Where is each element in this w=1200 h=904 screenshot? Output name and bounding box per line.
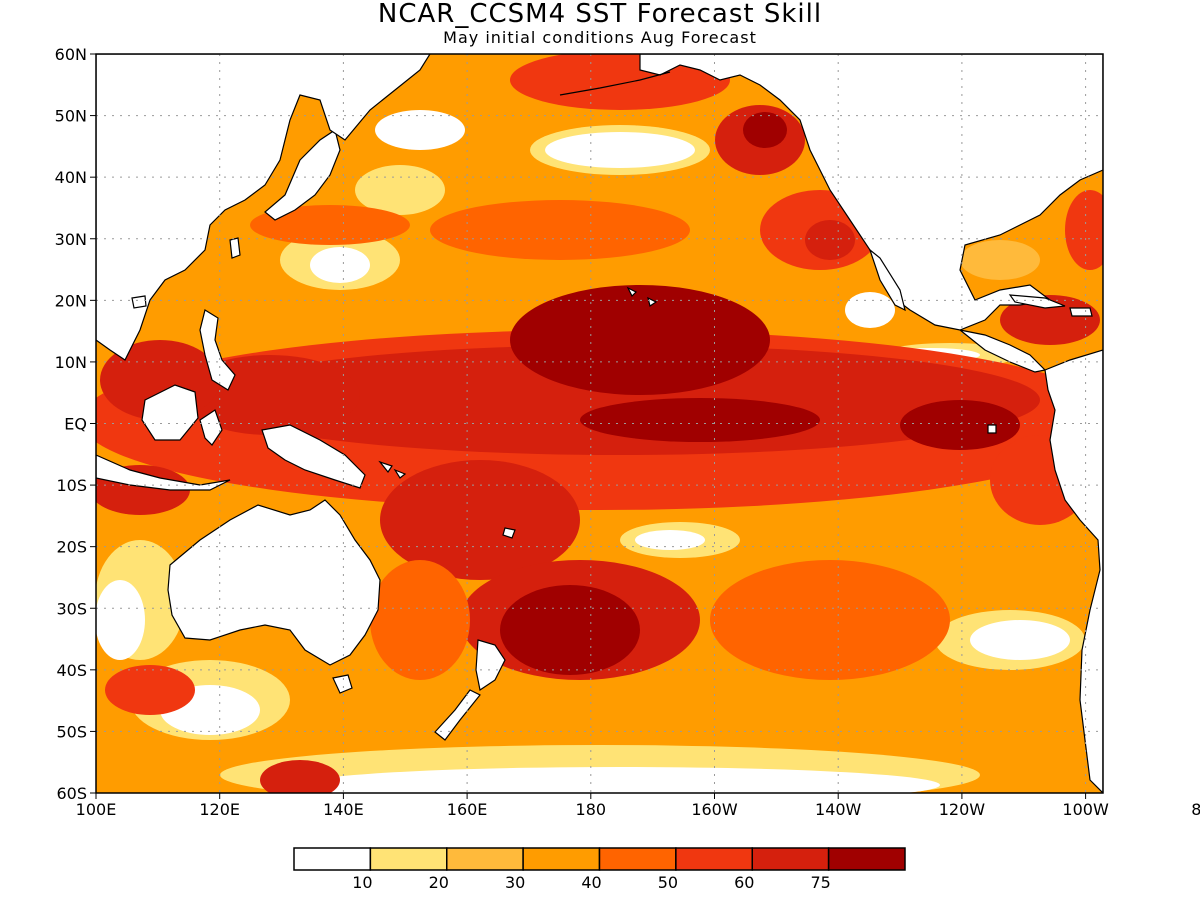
north-america — [639, 54, 1103, 331]
lat-tick-label: 30N — [55, 230, 87, 249]
mid-skill-regions — [250, 54, 880, 270]
colorbar: 10 20 30 40 50 60 75 — [293, 847, 906, 892]
south-america — [1044, 349, 1103, 793]
region-atlantic-yellow — [960, 240, 1040, 280]
lon-tick-label: 100E — [76, 800, 117, 819]
lat-tick-label: 40N — [55, 168, 87, 187]
lon-tick-label: 140E — [323, 800, 364, 819]
land-masses — [96, 54, 1103, 793]
new-zealand-north — [475, 639, 506, 691]
colorbar-label: 20 — [429, 873, 449, 892]
region-indian-ocean-white-core — [96, 580, 145, 660]
latitude-axis: 60N 50N 40N 30N 20N 10N EQ 10S 20S 30S 40S 50S 60S — [55, 45, 96, 803]
region-central-orange — [430, 200, 690, 260]
chart-title: NCAR_CCSM4 SST Forecast Skill — [377, 0, 823, 29]
hawaii — [626, 286, 658, 307]
colorbar-swatch — [827, 847, 906, 871]
colorbar-swatch — [751, 847, 830, 871]
region-california-red — [805, 220, 855, 260]
lat-tick-label: 60S — [56, 784, 87, 803]
new-zealand-south — [434, 689, 481, 741]
region-kuroshio-orange — [250, 205, 410, 245]
colorbar-label: 10 — [352, 873, 372, 892]
japan — [264, 129, 341, 221]
sulawesi — [199, 409, 223, 446]
region-se-pacific-white-core — [970, 620, 1070, 660]
colorbar-label: 30 — [505, 873, 525, 892]
region-central-pacific-max — [510, 285, 770, 395]
lon-tick-label: 100W — [1062, 800, 1109, 819]
longitude-axis: 100E 120E 140E 160E 180 160W 140W 120W 100W 80W — [76, 793, 1200, 819]
baja-california — [868, 248, 906, 312]
region-sw-pacific-orange — [370, 560, 470, 680]
chart-subtitle: May initial conditions Aug Forecast — [443, 28, 757, 47]
region-e-equator-max — [900, 400, 1020, 450]
asia-mainland — [96, 54, 431, 361]
lat-tick-label: 40S — [56, 661, 87, 680]
region-equator-max — [580, 398, 820, 442]
colorbar-label: 50 — [658, 873, 678, 892]
lat-tick-label: 20S — [56, 538, 87, 557]
sumatra-java — [96, 454, 231, 491]
colorbar-swatch — [522, 847, 601, 871]
lon-tick-label: 160W — [691, 800, 738, 819]
fiji — [502, 527, 516, 539]
lat-tick-label: 10S — [56, 476, 87, 495]
region-baja-white — [845, 292, 895, 328]
lat-tick-label: EQ — [64, 415, 87, 434]
colorbar-label: 75 — [810, 873, 830, 892]
lat-tick-label: 10N — [55, 353, 87, 372]
lat-tick-label: 30S — [56, 599, 87, 618]
lat-tick-label: 50N — [55, 107, 87, 126]
lat-tick-label: 60N — [55, 45, 87, 64]
region-south-white-core — [300, 767, 940, 793]
lon-tick-label: 160E — [447, 800, 488, 819]
region-w-pacific-white-core — [310, 247, 370, 283]
colorbar-label: 40 — [581, 873, 601, 892]
region-s-red-spot — [260, 760, 340, 793]
region-n-pacific-white-core — [545, 132, 695, 168]
colorbar-swatch — [369, 847, 448, 871]
region-tropics-darkred-band — [200, 345, 1040, 455]
region-s-pacific-white-core — [635, 530, 705, 550]
lon-tick-label: 120E — [199, 800, 240, 819]
lat-tick-label: 20N — [55, 291, 87, 310]
region-atlantic-red — [1065, 190, 1103, 270]
colorbar-label: 60 — [734, 873, 754, 892]
cuba — [1008, 294, 1066, 309]
lon-tick-label: 120W — [939, 800, 986, 819]
hainan — [131, 295, 147, 309]
lon-tick-label: 80W — [1191, 800, 1200, 819]
philippines — [199, 309, 236, 391]
solomon-islands — [378, 460, 407, 479]
region-sw-pacific-red — [380, 460, 580, 580]
colorbar-swatch — [675, 847, 753, 871]
skill-field — [96, 54, 1103, 793]
colorbar-swatch — [293, 847, 372, 871]
hispaniola — [1069, 307, 1093, 317]
grid-lines — [96, 54, 1103, 793]
tasmania — [332, 674, 353, 694]
lon-tick-label: 180 — [576, 800, 607, 819]
new-guinea — [261, 424, 366, 489]
aleutians — [559, 71, 671, 96]
colorbar-swatch — [446, 847, 524, 871]
region-se-pacific-orange — [710, 560, 950, 680]
region-s-pacific-max — [500, 585, 640, 675]
taiwan — [229, 237, 241, 259]
region-nw-pacific-white — [375, 110, 465, 150]
low-skill-regions — [96, 54, 1100, 793]
region-gulf-alaska-core — [743, 112, 787, 148]
region-sw-indian-red — [105, 665, 195, 715]
lon-tick-label: 140W — [815, 800, 862, 819]
australia — [167, 499, 381, 666]
galapagos — [987, 424, 997, 434]
colorbar-swatch — [598, 847, 677, 871]
lat-tick-label: 50S — [56, 722, 87, 741]
